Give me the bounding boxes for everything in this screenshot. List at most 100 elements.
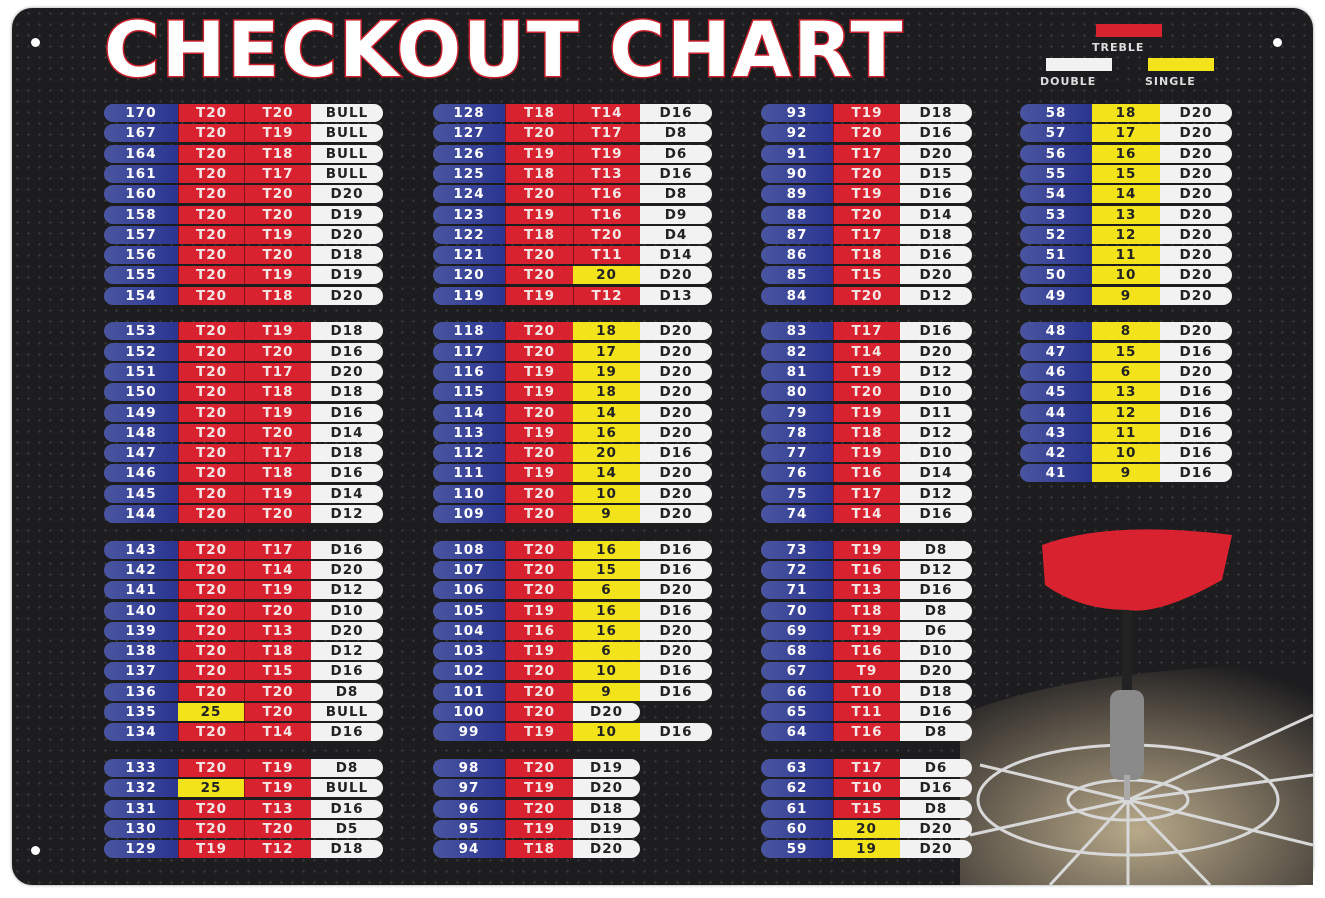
score-cell: 76 xyxy=(761,464,833,483)
score-cell: 60 xyxy=(761,819,833,838)
checkout-row-150: 150 T20 T18 D18 xyxy=(104,383,383,402)
checkout-row-46: 46 6 D20 xyxy=(1020,362,1232,381)
treble-cell: T20 xyxy=(178,662,244,681)
single-cell: 6 xyxy=(1092,362,1160,381)
checkout-row-99: 99 T19 10 D16 xyxy=(433,723,712,742)
treble-cell: T19 xyxy=(505,383,573,402)
score-cell: 106 xyxy=(433,581,505,600)
checkout-row-81: 81 T19 D12 xyxy=(761,362,972,381)
checkout-row-64: 64 T16 D8 xyxy=(761,723,972,742)
checkout-row-108: 108 T20 16 D16 xyxy=(433,540,712,559)
double-cell: D20 xyxy=(640,342,712,361)
checkout-row-106: 106 T20 6 D20 xyxy=(433,581,712,600)
treble-cell: T19 xyxy=(833,403,900,422)
checkout-row-73: 73 T19 D8 xyxy=(761,540,972,559)
score-cell: 42 xyxy=(1020,444,1092,463)
single-cell: 16 xyxy=(573,423,640,442)
checkout-row-97: 97 T19 D20 xyxy=(433,779,640,798)
checkout-row-147: 147 T20 T17 D18 xyxy=(104,444,383,463)
score-cell: 68 xyxy=(761,642,833,661)
score-cell: 96 xyxy=(433,799,505,818)
treble-cell: T19 xyxy=(505,464,573,483)
checkout-row-55: 55 15 D20 xyxy=(1020,164,1232,183)
checkout-row-45: 45 13 D16 xyxy=(1020,383,1232,402)
checkout-row-67: 67 T9 D20 xyxy=(761,662,972,681)
checkout-row-96: 96 T20 D18 xyxy=(433,799,640,818)
double-cell: D12 xyxy=(900,362,972,381)
score-cell: 72 xyxy=(761,560,833,579)
double-cell: D12 xyxy=(311,581,383,600)
double-cell: D18 xyxy=(573,799,640,818)
score-cell: 78 xyxy=(761,423,833,442)
score-cell: 110 xyxy=(433,484,505,503)
page-title: CHECKOUT CHART xyxy=(102,5,905,94)
score-cell: 115 xyxy=(433,383,505,402)
treble-cell: T19 xyxy=(505,423,573,442)
double-cell: D6 xyxy=(640,144,712,163)
double-cell: D8 xyxy=(311,682,383,701)
checkout-row-132: 132 25 T19 BULL xyxy=(104,779,383,798)
treble-cell: T19 xyxy=(833,444,900,463)
double-cell: D20 xyxy=(900,266,972,285)
score-cell: 85 xyxy=(761,266,833,285)
double-cell: D16 xyxy=(1160,342,1232,361)
double-cell: D16 xyxy=(900,185,972,204)
single-cell: 16 xyxy=(1092,144,1160,163)
treble-cell: T20 xyxy=(244,819,311,838)
checkout-row-135: 135 25 T20 BULL xyxy=(104,703,383,721)
score-cell: 122 xyxy=(433,225,505,244)
treble-cell: T14 xyxy=(833,505,900,523)
double-cell: D12 xyxy=(900,484,972,503)
double-cell: D20 xyxy=(640,322,712,341)
single-cell: 16 xyxy=(573,621,640,640)
treble-cell: T18 xyxy=(244,642,311,661)
double-cell: D16 xyxy=(311,662,383,681)
score-cell: 111 xyxy=(433,464,505,483)
double-cell: D16 xyxy=(900,581,972,600)
treble-cell: T13 xyxy=(244,621,311,640)
treble-cell: T17 xyxy=(833,225,900,244)
treble-cell: T20 xyxy=(244,505,311,523)
double-cell: D14 xyxy=(640,246,712,265)
score-cell: 59 xyxy=(761,840,833,859)
checkout-row-77: 77 T19 D10 xyxy=(761,444,972,463)
score-cell: 86 xyxy=(761,246,833,265)
double-cell: D16 xyxy=(1160,383,1232,402)
treble-cell: T20 xyxy=(833,124,900,143)
double-cell: D16 xyxy=(640,164,712,183)
checkout-row-51: 51 11 D20 xyxy=(1020,246,1232,265)
single-cell: 16 xyxy=(573,540,640,559)
score-cell: 128 xyxy=(433,104,505,122)
treble-cell: T20 xyxy=(178,581,244,600)
treble-cell: T20 xyxy=(178,423,244,442)
double-cell: D20 xyxy=(1160,205,1232,224)
checkout-row-72: 72 T16 D12 xyxy=(761,560,972,579)
checkout-row-44: 44 12 D16 xyxy=(1020,403,1232,422)
double-cell: D12 xyxy=(900,560,972,579)
single-cell: 11 xyxy=(1092,246,1160,265)
double-cell: D20 xyxy=(311,560,383,579)
double-cell: D16 xyxy=(1160,444,1232,463)
checkout-row-130: 130 T20 T20 D5 xyxy=(104,819,383,838)
checkout-row-41: 41 9 D16 xyxy=(1020,464,1232,483)
checkout-row-111: 111 T19 14 D20 xyxy=(433,464,712,483)
score-cell: 125 xyxy=(433,164,505,183)
legend-swatch-double xyxy=(1046,58,1112,71)
score-cell: 158 xyxy=(104,205,178,224)
single-cell: 14 xyxy=(1092,185,1160,204)
treble-cell: T20 xyxy=(178,819,244,838)
treble-cell: T11 xyxy=(833,703,900,721)
treble-cell: T16 xyxy=(833,560,900,579)
score-cell: 46 xyxy=(1020,362,1092,381)
double-cell: D20 xyxy=(900,819,972,838)
single-cell: 13 xyxy=(1092,205,1160,224)
score-cell: 146 xyxy=(104,464,178,483)
treble-cell: T15 xyxy=(833,799,900,818)
score-cell: 90 xyxy=(761,164,833,183)
score-cell: 130 xyxy=(104,819,178,838)
double-cell: D19 xyxy=(573,819,640,838)
double-cell: D20 xyxy=(1160,362,1232,381)
checkout-row-74: 74 T14 D16 xyxy=(761,505,972,523)
checkout-row-140: 140 T20 T20 D10 xyxy=(104,601,383,620)
score-cell: 62 xyxy=(761,779,833,798)
